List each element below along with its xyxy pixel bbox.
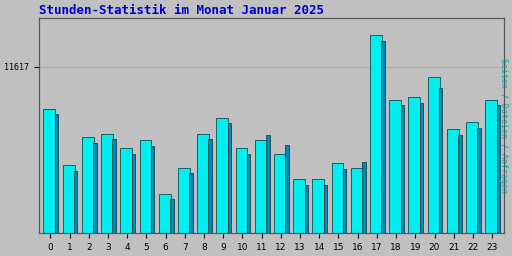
Bar bbox=[312, 179, 324, 233]
Bar bbox=[400, 105, 404, 233]
Bar bbox=[217, 118, 228, 233]
Bar bbox=[274, 154, 286, 233]
Bar bbox=[428, 77, 439, 233]
Bar bbox=[497, 105, 500, 233]
Bar bbox=[101, 134, 113, 233]
Bar bbox=[236, 148, 247, 233]
Bar bbox=[324, 185, 327, 233]
Bar bbox=[82, 137, 94, 233]
Bar bbox=[55, 114, 58, 233]
Bar bbox=[447, 129, 459, 233]
Bar bbox=[44, 109, 55, 233]
Bar bbox=[178, 167, 190, 233]
Bar bbox=[420, 103, 423, 233]
Bar bbox=[351, 167, 362, 233]
Text: Stunden-Statistik im Monat Januar 2025: Stunden-Statistik im Monat Januar 2025 bbox=[39, 4, 324, 17]
Bar bbox=[189, 173, 193, 233]
Y-axis label: Seiten / Dateien / Anfragen: Seiten / Dateien / Anfragen bbox=[499, 58, 508, 193]
Bar bbox=[332, 163, 344, 233]
Bar bbox=[120, 148, 132, 233]
Bar bbox=[305, 185, 308, 233]
Bar bbox=[409, 98, 420, 233]
Bar bbox=[439, 88, 442, 233]
Bar bbox=[74, 171, 77, 233]
Bar bbox=[266, 135, 269, 233]
Bar bbox=[140, 141, 152, 233]
Bar bbox=[170, 199, 174, 233]
Bar bbox=[159, 194, 170, 233]
Bar bbox=[113, 139, 116, 233]
Bar bbox=[208, 139, 212, 233]
Bar bbox=[255, 141, 267, 233]
Bar bbox=[247, 154, 250, 233]
Bar bbox=[285, 145, 289, 233]
Bar bbox=[381, 41, 385, 233]
Bar bbox=[362, 162, 366, 233]
Bar bbox=[93, 143, 97, 233]
Bar bbox=[62, 165, 75, 233]
Bar bbox=[458, 135, 462, 233]
Bar bbox=[151, 146, 154, 233]
Bar bbox=[370, 35, 382, 233]
Bar bbox=[389, 100, 401, 233]
Bar bbox=[228, 123, 231, 233]
Bar bbox=[477, 128, 481, 233]
Bar bbox=[466, 122, 478, 233]
Bar bbox=[485, 100, 497, 233]
Bar bbox=[293, 179, 305, 233]
Bar bbox=[197, 134, 209, 233]
Bar bbox=[343, 169, 347, 233]
Bar bbox=[132, 154, 135, 233]
